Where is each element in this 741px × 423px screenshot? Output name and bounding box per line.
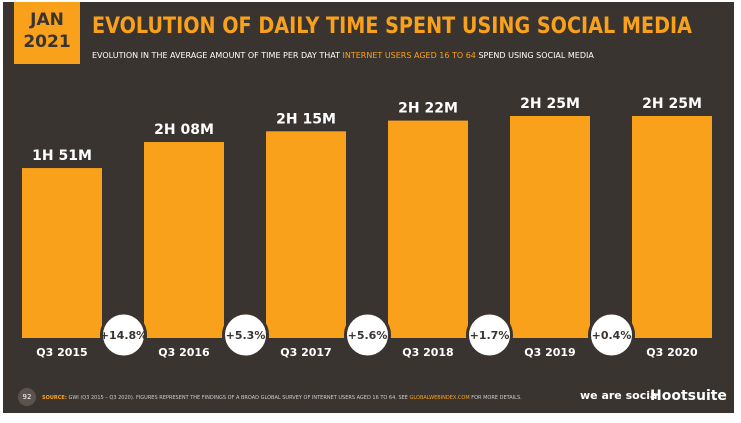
bar bbox=[388, 120, 468, 338]
change-badge bbox=[344, 311, 391, 359]
change-label: +14.8% bbox=[100, 329, 147, 342]
change-label: +1.7% bbox=[470, 329, 510, 342]
source: SOURCE: GWI (Q3 2015 – Q3 2020). FIGURES… bbox=[42, 395, 522, 401]
subtitle: EVOLUTION IN THE AVERAGE AMOUNT OF TIME … bbox=[92, 51, 594, 60]
x-tick-label: Q3 2015 bbox=[36, 346, 87, 359]
page-number-badge bbox=[18, 388, 36, 406]
x-tick-label: Q3 2016 bbox=[158, 346, 210, 359]
source-text: FOR MORE DETAILS. bbox=[470, 395, 522, 401]
bar bbox=[632, 116, 712, 338]
value-label: 2H 22M bbox=[398, 101, 458, 117]
badge-year: 2021 bbox=[23, 32, 70, 52]
brand-hootsuite: Hootsuite bbox=[650, 388, 727, 404]
change-label: +5.3% bbox=[226, 329, 266, 342]
change-badge bbox=[222, 311, 269, 359]
x-tick-label: Q3 2018 bbox=[402, 346, 453, 359]
change-badge bbox=[466, 311, 513, 359]
chart-title: EVOLUTION OF DAILY TIME SPENT USING SOCI… bbox=[92, 14, 692, 39]
bar bbox=[510, 116, 590, 338]
bar bbox=[22, 168, 102, 338]
value-label: 2H 25M bbox=[642, 96, 702, 112]
value-label: 2H 25M bbox=[520, 96, 580, 112]
badge-month: JAN bbox=[29, 10, 64, 30]
x-tick-label: Q3 2019 bbox=[524, 346, 575, 359]
subtitle-part: EVOLUTION IN THE AVERAGE AMOUNT OF TIME … bbox=[92, 51, 343, 60]
badge bbox=[14, 2, 80, 64]
x-tick-label: Q3 2017 bbox=[280, 346, 331, 359]
change-label: +0.4% bbox=[592, 329, 632, 342]
source-link: GLOBALWEBINDEX.COM bbox=[410, 395, 470, 401]
value-label: 2H 08M bbox=[154, 122, 214, 138]
change-label: +5.6% bbox=[348, 329, 388, 342]
x-tick-label: Q3 2020 bbox=[646, 346, 698, 359]
value-label: 2H 15M bbox=[276, 111, 336, 127]
page-number: 92 bbox=[23, 393, 32, 401]
brand-we-are-social: we are social bbox=[580, 389, 661, 402]
source-text: GWI (Q3 2015 – Q3 2020). FIGURES REPRESE… bbox=[67, 395, 410, 401]
subtitle-highlight: INTERNET USERS AGED 16 TO 64 bbox=[343, 51, 476, 60]
source-label: SOURCE: bbox=[42, 395, 67, 401]
change-badge bbox=[100, 311, 147, 359]
bar bbox=[144, 142, 224, 338]
subtitle-part: SPEND USING SOCIAL MEDIA bbox=[476, 51, 594, 60]
bar bbox=[266, 131, 346, 338]
value-label: 1H 51M bbox=[32, 148, 92, 164]
change-badge bbox=[588, 311, 635, 359]
